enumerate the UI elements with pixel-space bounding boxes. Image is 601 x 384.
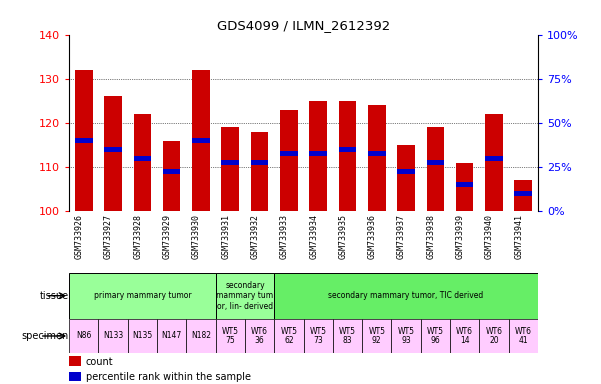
Bar <box>69 319 99 353</box>
Bar <box>251 132 268 211</box>
Bar <box>368 151 385 156</box>
Bar <box>391 319 421 353</box>
Text: WT5
62: WT5 62 <box>280 327 297 345</box>
Bar <box>514 191 532 196</box>
Bar <box>69 372 81 381</box>
Text: WT5
73: WT5 73 <box>310 327 327 345</box>
Bar <box>397 145 415 211</box>
Bar <box>105 96 122 211</box>
Bar <box>99 319 127 353</box>
Bar <box>304 319 333 353</box>
Text: GSM733934: GSM733934 <box>309 214 318 259</box>
Bar <box>75 70 93 211</box>
Bar <box>221 127 239 211</box>
Text: WT6
14: WT6 14 <box>456 327 473 345</box>
Text: N147: N147 <box>162 331 182 341</box>
Text: GSM733939: GSM733939 <box>456 214 465 259</box>
Bar <box>514 180 532 211</box>
Bar <box>397 169 415 174</box>
Text: GSM733927: GSM733927 <box>104 214 113 259</box>
Text: GSM733929: GSM733929 <box>163 214 172 259</box>
Bar <box>192 70 210 211</box>
Text: N135: N135 <box>132 331 153 341</box>
Bar <box>133 114 151 211</box>
Text: specimen: specimen <box>21 331 69 341</box>
Bar <box>280 110 297 211</box>
Bar <box>280 151 297 156</box>
Bar <box>157 319 186 353</box>
Title: GDS4099 / ILMN_2612392: GDS4099 / ILMN_2612392 <box>217 19 390 32</box>
Bar <box>333 319 362 353</box>
Text: N86: N86 <box>76 331 91 341</box>
Text: WT6
36: WT6 36 <box>251 327 268 345</box>
Text: WT5
83: WT5 83 <box>339 327 356 345</box>
Text: WT6
41: WT6 41 <box>514 327 532 345</box>
Text: GSM733933: GSM733933 <box>280 214 289 259</box>
Bar <box>216 319 245 353</box>
Bar <box>450 319 480 353</box>
Bar <box>368 105 385 211</box>
Text: tissue: tissue <box>40 291 69 301</box>
Bar <box>508 319 538 353</box>
Bar <box>456 163 474 211</box>
Text: GSM733941: GSM733941 <box>514 214 523 259</box>
Text: N182: N182 <box>191 331 211 341</box>
Bar <box>310 151 327 156</box>
Bar <box>163 169 180 174</box>
Text: GSM733935: GSM733935 <box>338 214 347 259</box>
Bar <box>421 319 450 353</box>
Text: WT5
93: WT5 93 <box>397 327 415 345</box>
Text: GSM733937: GSM733937 <box>397 214 406 259</box>
Text: secondary
mammary tum
or, lin- derived: secondary mammary tum or, lin- derived <box>216 281 273 311</box>
Bar <box>216 273 274 319</box>
Bar <box>75 138 93 143</box>
Text: GSM733930: GSM733930 <box>192 214 201 259</box>
Bar <box>69 273 216 319</box>
Text: WT6
20: WT6 20 <box>486 327 502 345</box>
Text: GSM733932: GSM733932 <box>251 214 260 259</box>
Text: primary mammary tumor: primary mammary tumor <box>94 291 191 300</box>
Bar <box>69 356 81 366</box>
Text: percentile rank within the sample: percentile rank within the sample <box>85 372 251 382</box>
Bar <box>245 319 274 353</box>
Bar <box>485 114 502 211</box>
Text: WT5
96: WT5 96 <box>427 327 444 345</box>
Bar <box>427 127 444 211</box>
Bar <box>362 319 391 353</box>
Bar <box>339 101 356 211</box>
Text: GSM733931: GSM733931 <box>221 214 230 259</box>
Text: N133: N133 <box>103 331 123 341</box>
Bar <box>480 319 508 353</box>
Bar <box>133 156 151 161</box>
Bar <box>485 156 502 161</box>
Text: WT5
92: WT5 92 <box>368 327 385 345</box>
Bar <box>186 319 216 353</box>
Bar <box>456 182 474 187</box>
Text: GSM733936: GSM733936 <box>368 214 377 259</box>
Text: GSM733926: GSM733926 <box>75 214 84 259</box>
Bar <box>105 147 122 152</box>
Bar <box>221 160 239 165</box>
Text: GSM733928: GSM733928 <box>133 214 142 259</box>
Bar <box>427 160 444 165</box>
Bar <box>339 147 356 152</box>
Text: WT5
75: WT5 75 <box>222 327 239 345</box>
Bar <box>163 141 180 211</box>
Text: secondary mammary tumor, TIC derived: secondary mammary tumor, TIC derived <box>328 291 484 300</box>
Text: GSM733940: GSM733940 <box>485 214 494 259</box>
Bar <box>274 273 538 319</box>
Text: GSM733938: GSM733938 <box>426 214 435 259</box>
Bar <box>310 101 327 211</box>
Text: count: count <box>85 357 113 367</box>
Bar <box>192 138 210 143</box>
Bar <box>251 160 268 165</box>
Bar <box>128 319 157 353</box>
Bar <box>274 319 304 353</box>
